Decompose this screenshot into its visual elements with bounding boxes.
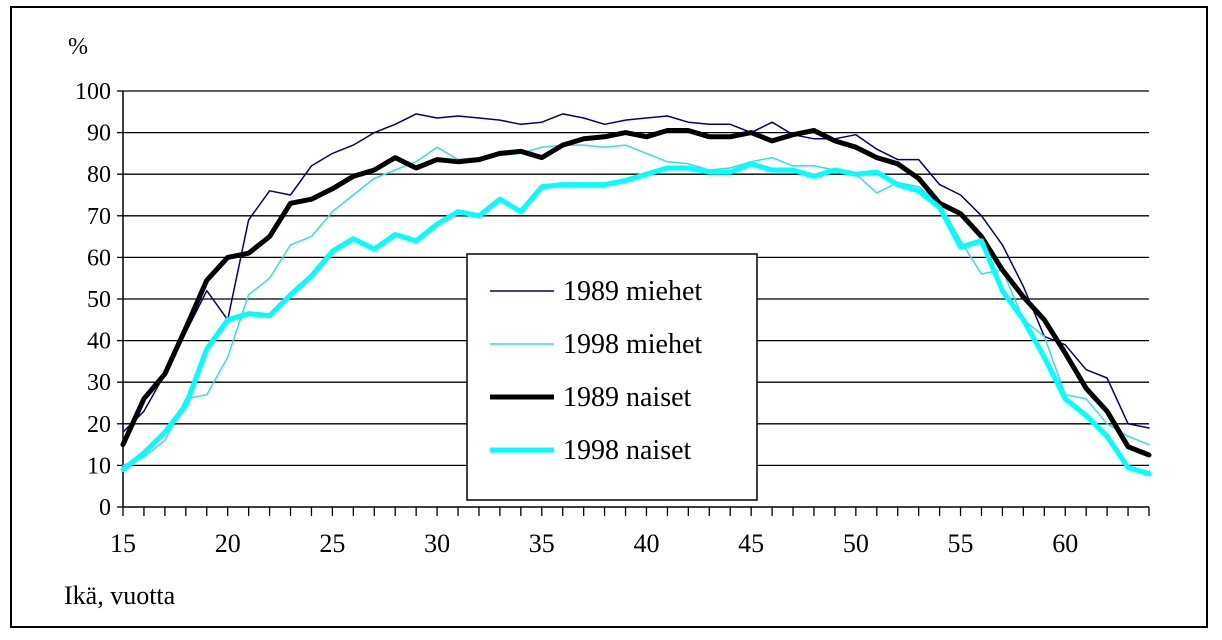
axes	[117, 90, 1150, 516]
series-line	[122, 144, 1150, 467]
y-tick-label: 70	[87, 204, 111, 230]
y-tick-label: 30	[87, 370, 111, 396]
series-line	[120, 161, 1152, 477]
legend: 1989 miehet 1998 miehet 1989 naiset 1998 na…	[466, 253, 758, 501]
legend-box	[466, 253, 758, 501]
y-tick-label: 40	[87, 329, 111, 355]
x-tick-label: 60	[1052, 529, 1078, 558]
series-line	[122, 113, 1150, 433]
y-tick-label: 100	[75, 79, 111, 105]
line-chart: % Ikä, vuotta 0 10 20 30 40 50 60 70 80 90 100 15 2…	[64, 34, 1152, 610]
y-tick-label: 0	[99, 495, 111, 521]
y-tick-labels: 0 10 20 30 40 50 60 70 80 90 100	[75, 79, 111, 521]
y-tick-label: 60	[87, 245, 111, 271]
chart-frame: % Ikä, vuotta 0 10 20 30 40 50 60 70 80 90 100 15 2…	[10, 6, 1208, 628]
legend-label: 1989 naiset	[563, 382, 692, 413]
x-tick-label: 15	[110, 529, 136, 558]
y-axis-label: %	[68, 34, 88, 60]
x-tick-labels: 15 20 25 30 35 40 45 50 55 60	[110, 529, 1078, 558]
y-tick-label: 10	[87, 453, 111, 479]
legend-label: 1998 naiset	[563, 435, 692, 466]
x-axis-label: Ikä, vuotta	[64, 581, 176, 610]
x-tick-label: 35	[529, 529, 555, 558]
x-tick-label: 30	[424, 529, 450, 558]
legend-label: 1989 miehet	[563, 276, 702, 307]
x-tick-label: 40	[633, 529, 659, 558]
series-lines	[120, 113, 1152, 477]
series-line	[120, 128, 1152, 458]
y-tick-label: 50	[87, 287, 111, 313]
x-tick-label: 45	[738, 529, 764, 558]
legend-label: 1998 miehet	[563, 329, 702, 360]
x-tick-label: 20	[215, 529, 241, 558]
y-tick-label: 80	[87, 162, 111, 188]
x-tick-label: 50	[843, 529, 869, 558]
x-tick-label: 55	[948, 529, 974, 558]
y-tick-label: 20	[87, 412, 111, 438]
x-tick-label: 25	[319, 529, 345, 558]
y-tick-label: 90	[87, 121, 111, 147]
